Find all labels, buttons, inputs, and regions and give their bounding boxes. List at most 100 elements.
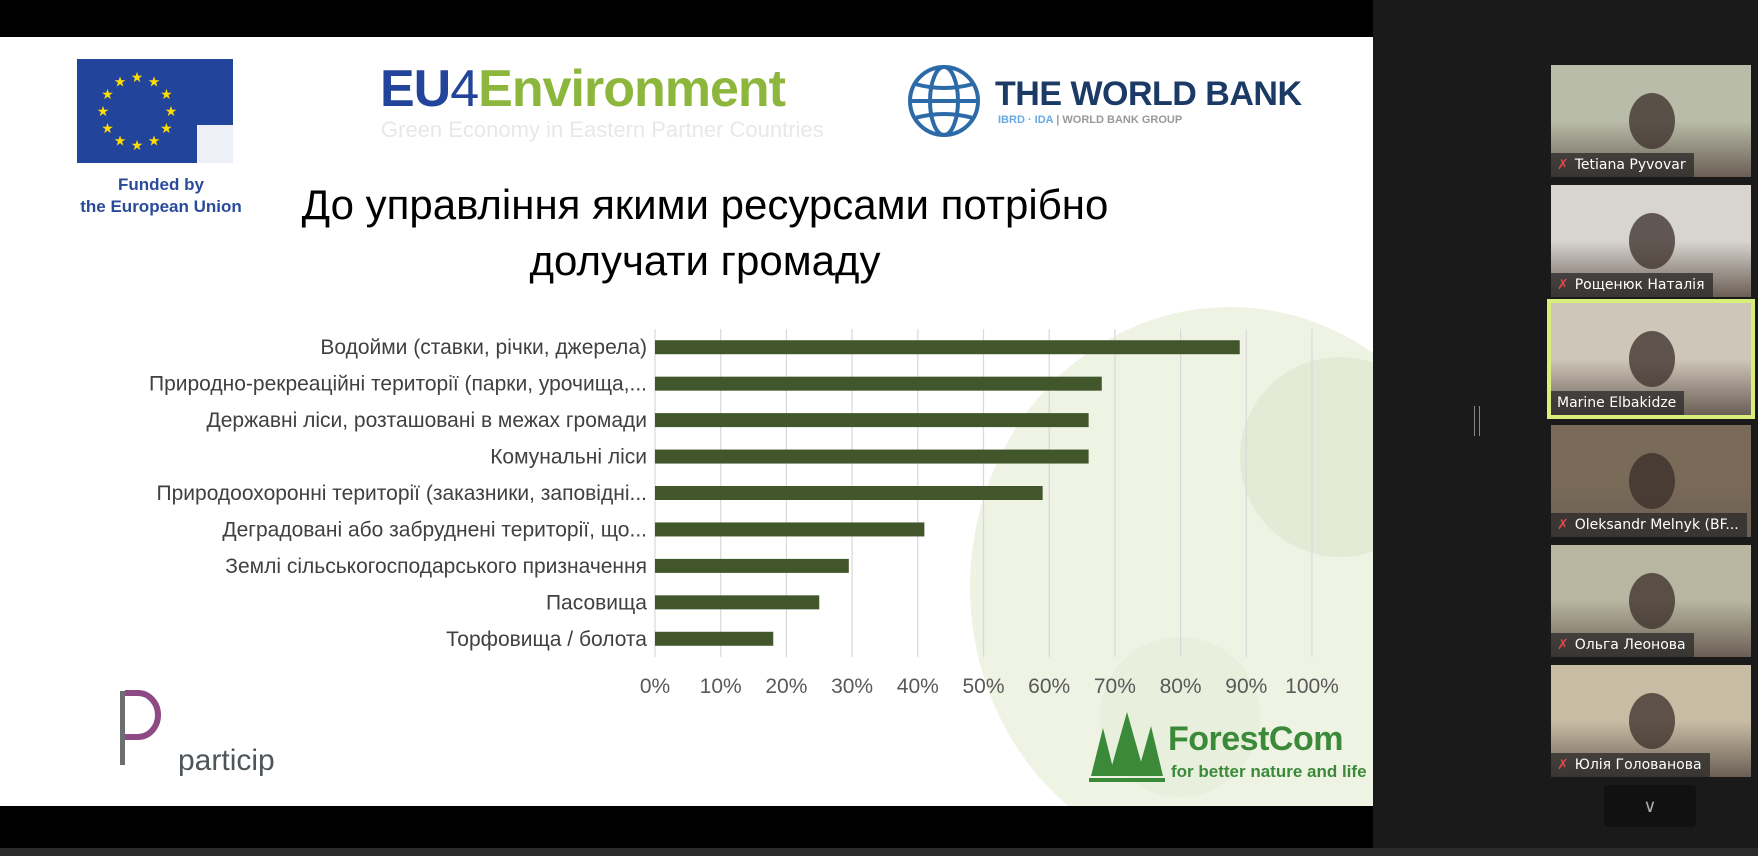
eu-star-icon: ★ <box>165 103 178 119</box>
category-label: Землі сільськогосподарського призначення <box>225 555 647 578</box>
eu-star-icon: ★ <box>131 69 144 85</box>
slide-title: До управління якими ресурсами потрібно д… <box>230 177 1180 289</box>
world-bank-subtitle: IBRD · IDA | WORLD BANK GROUP <box>998 114 1182 126</box>
participant-video <box>1629 453 1675 509</box>
eu4-environment: Environment <box>478 60 786 118</box>
bar-chart: 0% 10% 20% 30% 40% 50% 60% 70% 80% 90% 100% Водойми… <box>149 329 1339 698</box>
x-tick-label: 20% <box>765 675 807 698</box>
participant-name: Юлія Голованова <box>1574 757 1702 773</box>
category-label: Торфовища / болота <box>446 628 647 651</box>
bar <box>655 631 774 646</box>
panel-resize-handle[interactable] <box>1474 406 1480 436</box>
forestcom-trees-icon <box>1089 712 1165 782</box>
bar <box>655 486 1043 500</box>
participant-video-tile[interactable]: ✗ Oleksandr Melnyk (BF... <box>1551 425 1751 537</box>
participant-video <box>1629 693 1675 749</box>
particip-logo-text: particip <box>178 744 275 777</box>
eu4-eu: EU <box>380 60 451 118</box>
participant-name-bar: ✗ Ольга Леонова <box>1551 633 1694 657</box>
category-label: Деградовані або забруднені території, що… <box>222 518 647 541</box>
participant-name: Tetiana Pyvovar <box>1574 157 1686 173</box>
eu-star-icon: ★ <box>160 86 173 102</box>
forestcom-title: ForestCom <box>1168 720 1343 758</box>
eu-star-icon: ★ <box>114 74 127 90</box>
eu-star-icon: ★ <box>131 137 144 153</box>
participant-video <box>1629 573 1675 629</box>
eu-star-icon: ★ <box>148 132 161 148</box>
particip-logo-mark <box>120 690 161 765</box>
participant-name: Ольга Леонова <box>1574 637 1686 653</box>
wb-sub2: | WORLD BANK GROUP <box>1056 114 1183 126</box>
participant-video-tile[interactable]: ✗ Tetiana Pyvovar <box>1551 65 1751 177</box>
eu4environment-logo: EU4Environment <box>380 59 786 119</box>
muted-mic-icon: ✗ <box>1557 157 1569 173</box>
funded-line2: the European Union <box>80 197 242 216</box>
participant-video-tile[interactable]: ✗ Рощенюк Наталія <box>1551 185 1751 297</box>
bar <box>655 413 1089 428</box>
world-bank-globe-icon <box>908 65 980 137</box>
participant-name: Marine Elbakidze <box>1557 395 1677 411</box>
x-tick-label: 80% <box>1160 675 1202 698</box>
participant-video-tile[interactable]: ✗ Юлія Голованова <box>1551 665 1751 777</box>
x-tick-label: 70% <box>1094 675 1136 698</box>
category-label: Природно-рекреаційні території (парки, у… <box>149 373 647 396</box>
eu-star-icon: ★ <box>160 120 173 136</box>
bottom-black-bar <box>0 806 1373 848</box>
muted-mic-icon: ✗ <box>1557 757 1569 773</box>
scroll-more-participants-button[interactable]: ∨ <box>1604 785 1696 827</box>
world-bank-title: THE WORLD BANK <box>995 75 1302 113</box>
shared-slide: ★ ★ ★ ★ ★ ★ ★ ★ ★ ★ ★ ★ Funded by the European Unio… <box>0 37 1373 806</box>
wb-sub1: IBRD · IDA <box>998 114 1054 126</box>
bar <box>655 376 1102 391</box>
category-label: Водойми (ставки, річки, джерела) <box>320 336 647 359</box>
funded-line1: Funded by <box>118 175 204 194</box>
title-line2: долучати громаду <box>529 237 881 284</box>
participant-video <box>1629 93 1675 149</box>
eu-star-icon: ★ <box>97 103 110 119</box>
forestcom-tagline: for better nature and life <box>1171 762 1367 781</box>
category-label: Державні ліси, розташовані в межах грома… <box>207 409 647 432</box>
bar <box>655 522 925 537</box>
x-tick-label: 0% <box>640 675 670 698</box>
participant-name: Рощенюк Наталія <box>1574 277 1705 293</box>
bar <box>655 558 849 573</box>
participant-video <box>1629 331 1675 387</box>
eu-star-icon: ★ <box>101 120 114 136</box>
x-tick-label: 30% <box>831 675 873 698</box>
category-label: Комунальні ліси <box>490 446 647 469</box>
eu4-four: 4 <box>450 60 479 118</box>
eu4-subtitle: Green Economy in Eastern Partner Countri… <box>381 117 824 142</box>
bar <box>655 595 820 610</box>
eu-funded-text: Funded by the European Union <box>56 174 266 218</box>
bar <box>655 340 1240 355</box>
eu-star-icon: ★ <box>114 132 127 148</box>
participant-name-bar: ✗ Oleksandr Melnyk (BF... <box>1551 513 1747 537</box>
participant-name-bar: ✗ Tetiana Pyvovar <box>1551 153 1694 177</box>
top-black-bar <box>0 0 1373 37</box>
muted-mic-icon: ✗ <box>1557 637 1569 653</box>
x-tick-label: 60% <box>1028 675 1070 698</box>
x-tick-label: 10% <box>700 675 742 698</box>
participant-video-tile[interactable]: ✗ Ольга Леонова <box>1551 545 1751 657</box>
participant-name-bar: ✗ Рощенюк Наталія <box>1551 273 1713 297</box>
muted-mic-icon: ✗ <box>1557 517 1569 533</box>
x-tick-label: 40% <box>897 675 939 698</box>
x-tick-label: 100% <box>1285 675 1339 698</box>
eu-star-icon: ★ <box>101 86 114 102</box>
participant-name-bar: Marine Elbakidze <box>1551 391 1685 415</box>
category-label: Пасовища <box>546 591 647 614</box>
bottom-strip <box>0 848 1758 856</box>
muted-mic-icon: ✗ <box>1557 277 1569 293</box>
participant-video-tile[interactable]: Marine Elbakidze <box>1547 299 1755 419</box>
bar <box>655 449 1089 464</box>
participant-name: Oleksandr Melnyk (BF... <box>1574 517 1739 533</box>
eu-star-icon: ★ <box>148 74 161 90</box>
x-tick-label: 90% <box>1225 675 1267 698</box>
chevron-down-icon: ∨ <box>1643 796 1657 816</box>
x-tick-label: 50% <box>962 675 1004 698</box>
participant-name-bar: ✗ Юлія Голованова <box>1551 753 1710 777</box>
category-label: Природоохоронні території (заказники, за… <box>157 482 647 505</box>
participant-video <box>1629 213 1675 269</box>
title-line1: До управління якими ресурсами потрібно <box>301 181 1109 228</box>
eu-flag-logo: ★ ★ ★ ★ ★ ★ ★ ★ ★ ★ ★ ★ <box>77 59 233 163</box>
